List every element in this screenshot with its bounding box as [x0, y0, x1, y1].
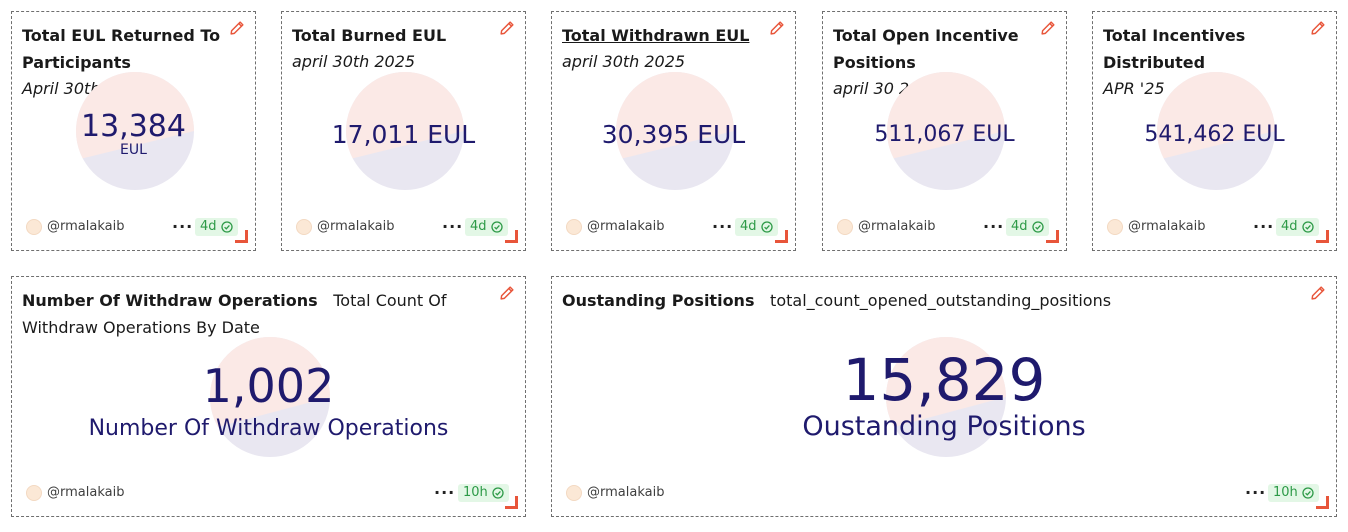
card-title-block: Oustanding Positions total_count_opened_… [562, 287, 1302, 314]
metric-value: 541,462 EUL [1144, 122, 1285, 147]
card-subtitle: april 30th 2025 [562, 52, 686, 71]
pie-chart-background [886, 337, 1006, 457]
author-username[interactable]: @rmalakaib [587, 219, 665, 234]
badge-age: 4d [470, 219, 487, 234]
avatar [837, 219, 853, 235]
author-username[interactable]: @rmalakaib [47, 485, 125, 500]
pencil-icon[interactable] [1039, 19, 1057, 37]
author-username[interactable]: @rmalakaib [858, 219, 936, 234]
pencil-icon[interactable] [498, 19, 516, 37]
metric-value: 511,067 EUL [874, 122, 1015, 147]
pencil-icon[interactable] [1309, 19, 1327, 37]
freshness-badge[interactable]: 4d [1006, 218, 1049, 236]
pencil-icon[interactable] [228, 19, 246, 37]
check-circle-icon [492, 487, 504, 499]
badge-age: 4d [1011, 219, 1028, 234]
metric-value: 17,011 EUL [331, 120, 476, 149]
metric-value: 15,829 [842, 346, 1046, 414]
card-open-positions[interactable]: Total Open Incentive Positions april 30 … [822, 11, 1067, 251]
avatar [26, 485, 42, 501]
more-options-icon[interactable]: ··· [442, 217, 464, 236]
resize-handle-icon[interactable] [1316, 230, 1329, 243]
card-title[interactable]: Total Burned EUL [292, 26, 447, 45]
check-circle-icon [1031, 221, 1044, 233]
card-incentives-distributed[interactable]: Total Incentives Distributed APR '25 541… [1092, 11, 1337, 251]
avatar [566, 485, 582, 501]
more-options-icon[interactable]: ··· [1245, 483, 1267, 502]
freshness-badge[interactable]: 4d [735, 218, 778, 236]
metric-unit: Number Of Withdraw Operations [88, 416, 449, 441]
resize-handle-icon[interactable] [505, 496, 518, 509]
freshness-badge[interactable]: 10h [458, 484, 509, 502]
card-subtitle: Total Count Of Withdraw Operations By Da… [22, 291, 447, 337]
card-withdraw-operations[interactable]: Number Of Withdraw Operations Total Coun… [11, 276, 526, 517]
card-title[interactable]: Total Incentives Distributed [1103, 26, 1246, 72]
check-circle-icon [760, 221, 773, 233]
author-username[interactable]: @rmalakaib [1128, 219, 1206, 234]
pie-chart-background [210, 337, 330, 457]
card-title[interactable]: Total EUL Returned To Participants [22, 26, 221, 72]
pencil-icon[interactable] [768, 19, 786, 37]
avatar [1107, 219, 1123, 235]
card-eul-returned[interactable]: Total EUL Returned To Participants April… [11, 11, 256, 251]
metric-unit: EUL [120, 142, 147, 158]
resize-handle-icon[interactable] [505, 230, 518, 243]
card-title[interactable]: Total Open Incentive Positions [833, 26, 1019, 72]
metric-value: 13,384 [81, 109, 186, 144]
pie-chart-background [346, 72, 464, 190]
resize-handle-icon[interactable] [1046, 230, 1059, 243]
badge-age: 4d [1281, 219, 1298, 234]
resize-handle-icon[interactable] [775, 230, 788, 243]
badge-age: 4d [740, 219, 757, 234]
author-username[interactable]: @rmalakaib [587, 485, 665, 500]
pie-chart-background [887, 72, 1005, 190]
card-title-block: Number Of Withdraw Operations Total Coun… [22, 287, 502, 341]
badge-age: 10h [463, 485, 488, 500]
pie-chart-background [1157, 72, 1275, 190]
resize-handle-icon[interactable] [235, 230, 248, 243]
freshness-badge[interactable]: 4d [1276, 218, 1319, 236]
author-username[interactable]: @rmalakaib [47, 219, 125, 234]
card-burned[interactable]: Total Burned EUL april 30th 2025 17,011 … [281, 11, 526, 251]
pencil-icon[interactable] [498, 284, 516, 302]
badge-age: 10h [1273, 485, 1298, 500]
metric-value: 1,002 [202, 359, 335, 413]
resize-handle-icon[interactable] [1316, 496, 1329, 509]
card-title[interactable]: Number Of Withdraw Operations [22, 291, 318, 310]
avatar [566, 219, 582, 235]
card-title[interactable]: Oustanding Positions [562, 291, 755, 310]
card-title[interactable]: Total Withdrawn EUL [562, 26, 750, 45]
card-withdrawn[interactable]: Total Withdrawn EUL april 30th 2025 30,3… [551, 11, 796, 251]
avatar [296, 219, 312, 235]
metric-unit: Oustanding Positions [802, 411, 1086, 442]
more-options-icon[interactable]: ··· [712, 217, 734, 236]
metric-value: 30,395 EUL [601, 120, 746, 149]
pie-chart-background [76, 72, 194, 190]
more-options-icon[interactable]: ··· [172, 217, 194, 236]
check-circle-icon [1301, 221, 1314, 233]
card-subtitle: total_count_opened_outstanding_positions [770, 291, 1112, 310]
freshness-badge[interactable]: 4d [465, 218, 508, 236]
avatar [26, 219, 42, 235]
check-circle-icon [1302, 487, 1314, 499]
check-circle-icon [490, 221, 503, 233]
badge-age: 4d [200, 219, 217, 234]
more-options-icon[interactable]: ··· [983, 217, 1005, 236]
pie-chart-background [616, 72, 734, 190]
card-outstanding-positions[interactable]: Oustanding Positions total_count_opened_… [551, 276, 1337, 517]
freshness-badge[interactable]: 4d [195, 218, 238, 236]
freshness-badge[interactable]: 10h [1268, 484, 1319, 502]
card-subtitle: APR '25 [1103, 79, 1165, 98]
check-circle-icon [220, 221, 233, 233]
more-options-icon[interactable]: ··· [434, 483, 456, 502]
author-username[interactable]: @rmalakaib [317, 219, 395, 234]
card-subtitle: april 30th 2025 [292, 52, 416, 71]
pencil-icon[interactable] [1309, 284, 1327, 302]
more-options-icon[interactable]: ··· [1253, 217, 1275, 236]
